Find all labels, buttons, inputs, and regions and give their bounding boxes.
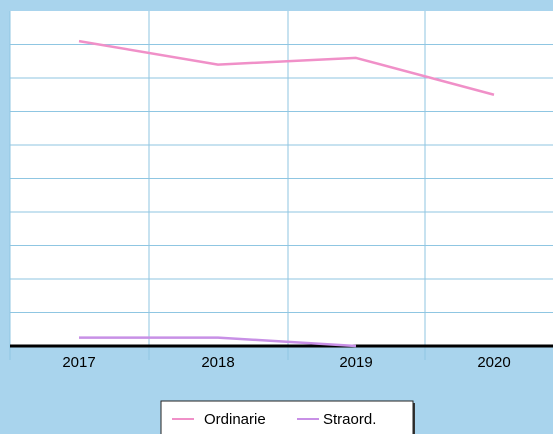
x-tick-label: 2018: [201, 354, 234, 371]
legend-box: [160, 400, 414, 434]
x-tick-label: 2020: [477, 354, 510, 371]
legend-label: Straord.: [323, 411, 376, 428]
x-tick-label: 2017: [62, 354, 95, 371]
x-tick-label: 2019: [339, 354, 372, 371]
series-line-1: [78, 39, 495, 96]
legend-label: Ordinarie: [204, 411, 266, 428]
